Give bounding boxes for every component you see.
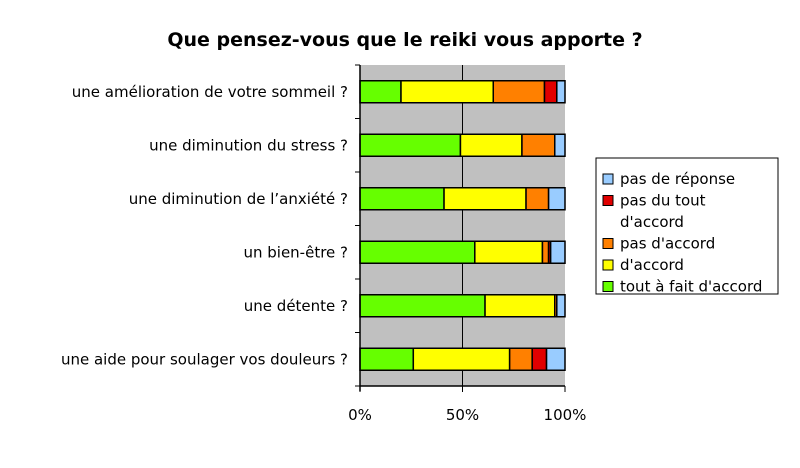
bar-segment [474,240,544,264]
bar-segment [459,133,523,157]
category-label: une détente ? [244,297,348,315]
category-label: une amélioration de votre sommeil ? [72,83,348,101]
x-tick-label: 50% [446,406,479,424]
category-label: une aide pour soulager vos douleurs ? [61,350,348,368]
legend-swatch [602,259,614,271]
category-label: une diminution du stress ? [149,136,348,154]
legend-label: d'accord [620,213,684,231]
legend-swatch [602,195,614,206]
legend-label: pas du tout [620,192,706,210]
bar-segment [484,294,556,318]
bar-segment [541,240,550,264]
category-label: une diminution de l’anxiété ? [129,190,348,208]
bar-segment [359,80,402,104]
bar-segment [554,133,566,157]
legend-label: pas d'accord [620,235,715,253]
bar-segment [508,347,533,371]
legend-swatch [602,173,614,185]
category-label: un bien-être ? [243,243,348,261]
bar-segment [400,80,494,104]
bar-segment [359,347,415,371]
legend-label: pas de réponse [620,170,735,188]
legend-box [595,157,779,295]
bar-segment [549,240,566,264]
bar-segment [531,347,548,371]
bar-segment [545,347,566,371]
x-tick-label: 0% [348,406,372,424]
bar-segment [443,187,527,211]
bar-segment [556,294,566,318]
legend-label: d'accord [620,256,684,274]
bar-segment [359,133,462,157]
bar-segment [359,294,486,318]
bar-segment [543,80,558,104]
bar-segment [359,240,476,264]
bar-segment [521,133,556,157]
bar-segment [547,187,566,211]
chart-title: Que pensez-vous que le reiki vous apport… [167,29,642,51]
bar-segment [525,187,550,211]
bar-segment [556,80,566,104]
bar-segment [492,80,546,104]
x-tick-label: 100% [544,406,587,424]
legend-swatch [602,281,614,292]
bar-segment [412,347,511,371]
legend-swatch [602,238,614,249]
legend-label: tout à fait d'accord [620,278,762,296]
bar-segment [359,187,445,211]
